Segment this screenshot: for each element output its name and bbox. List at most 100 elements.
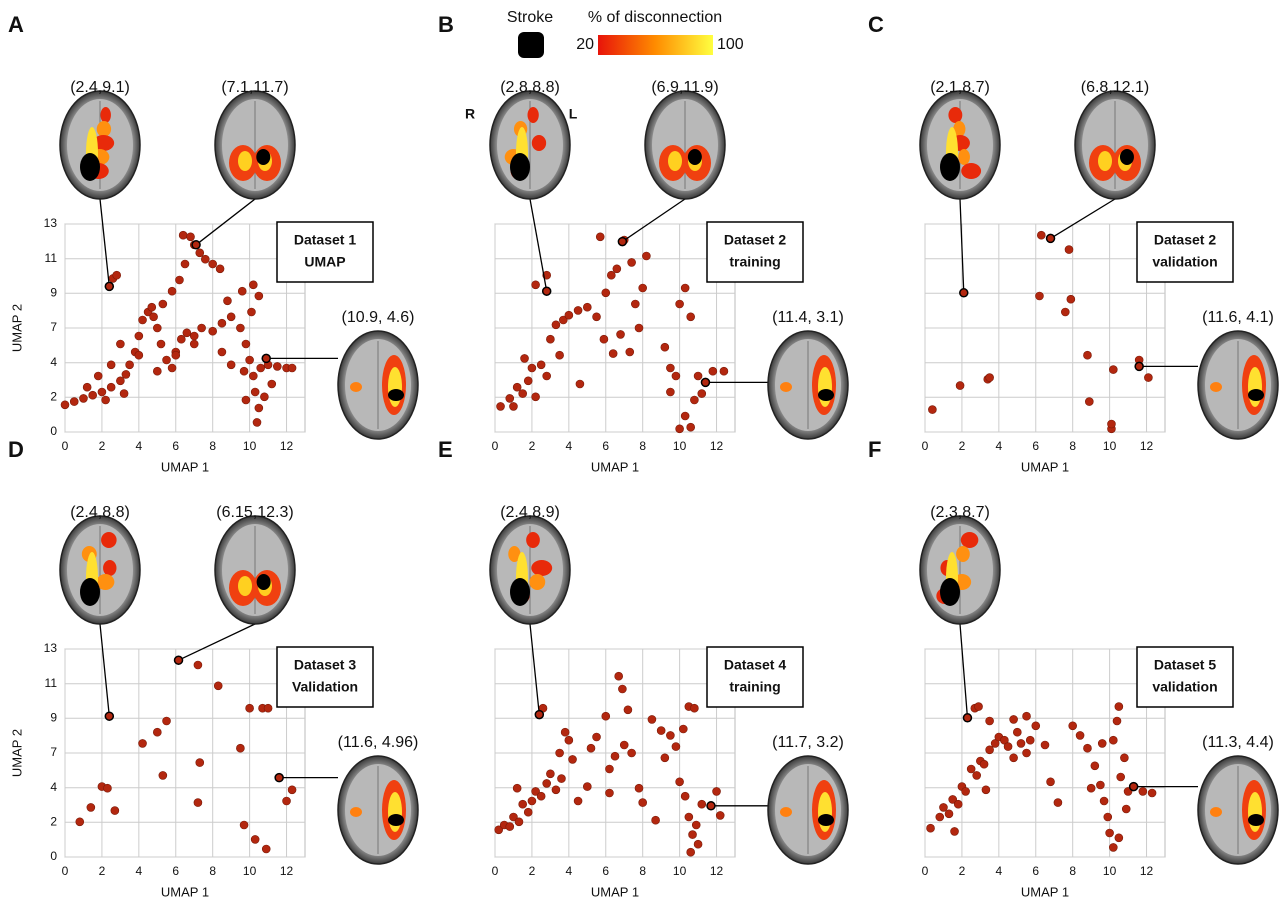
disconnection-map	[508, 546, 521, 562]
disconnection-map	[1248, 792, 1262, 832]
x-tick-label: 10	[1103, 439, 1117, 453]
point	[564, 735, 574, 745]
point	[568, 755, 577, 764]
brain-image	[767, 330, 849, 440]
point	[1138, 787, 1148, 796]
brain-image	[214, 515, 296, 625]
point	[252, 418, 262, 427]
disconnection-map	[531, 560, 553, 576]
disconnection-map	[103, 560, 117, 576]
point	[675, 299, 684, 309]
point	[287, 785, 297, 795]
x-axis-label: UMAP 1	[1021, 884, 1069, 899]
annotation-text: UMAP	[304, 254, 345, 270]
point	[555, 350, 564, 360]
point	[527, 363, 537, 373]
point	[226, 312, 236, 322]
brain-image	[767, 755, 849, 865]
disconnection-map	[956, 546, 970, 562]
stroke-label: Stroke	[507, 9, 553, 26]
point	[287, 363, 297, 373]
point	[254, 291, 264, 301]
point	[660, 342, 670, 352]
x-tick-label: 8	[209, 439, 216, 453]
point	[97, 387, 107, 397]
point	[226, 360, 236, 370]
point	[583, 302, 592, 312]
point	[518, 799, 527, 809]
x-tick-label: 8	[639, 864, 646, 878]
x-tick-label: 10	[243, 439, 257, 453]
callout-label: (11.4, 3.1)	[772, 309, 844, 326]
y-tick-label: 7	[50, 745, 57, 759]
point	[675, 424, 684, 434]
point	[1061, 307, 1070, 317]
annotation-text: Dataset 2	[724, 232, 786, 248]
point	[608, 349, 618, 358]
point	[171, 350, 181, 360]
point	[542, 779, 551, 788]
point	[1109, 365, 1118, 374]
point	[158, 771, 168, 780]
point	[697, 799, 707, 809]
point	[939, 803, 948, 812]
point	[239, 366, 249, 376]
point	[1109, 843, 1118, 852]
point	[153, 323, 162, 333]
x-tick-label: 12	[280, 439, 294, 453]
lesion	[256, 574, 271, 590]
y-tick-label: 2	[50, 814, 57, 828]
point	[631, 299, 640, 309]
callout-label: (2.8,8.8)	[500, 79, 560, 96]
point	[69, 397, 79, 406]
x-tick-label: 8	[209, 864, 216, 878]
point	[680, 283, 690, 293]
point	[520, 354, 529, 363]
point	[116, 339, 125, 349]
disconnection-map	[780, 807, 792, 817]
point	[260, 392, 269, 402]
point	[162, 355, 171, 365]
disconnection-map	[531, 135, 547, 151]
callout-point	[274, 772, 284, 783]
point	[213, 681, 223, 691]
callout-line	[1050, 198, 1116, 239]
point	[153, 727, 162, 737]
point	[195, 248, 205, 258]
point	[564, 310, 574, 320]
x-tick-label: 4	[136, 864, 143, 878]
annotation-text: Dataset 3	[294, 657, 356, 673]
point	[656, 726, 666, 735]
point	[1046, 777, 1055, 787]
disconnection-map	[238, 576, 252, 596]
colorbar	[598, 35, 713, 55]
callout-label: (6.15,12.3)	[216, 504, 293, 521]
disconnection-map	[1210, 807, 1222, 817]
callout-point	[617, 236, 628, 247]
brain-image	[337, 755, 419, 865]
disconnection-map	[92, 135, 115, 151]
point	[610, 751, 620, 761]
point	[1097, 739, 1107, 748]
panel-label: C	[868, 12, 884, 37]
point	[671, 742, 681, 751]
point	[149, 312, 158, 322]
x-tick-label: 12	[710, 864, 724, 878]
disconnection-map	[948, 107, 963, 123]
point	[647, 715, 657, 724]
point	[697, 389, 707, 398]
disconnection-map	[96, 121, 112, 137]
point	[1037, 230, 1046, 240]
x-tick-label: 6	[602, 439, 609, 453]
point	[512, 783, 522, 793]
point	[249, 280, 258, 290]
point	[514, 817, 524, 827]
callout-point	[706, 801, 716, 811]
lesion	[256, 149, 271, 165]
point	[158, 299, 168, 309]
point	[551, 320, 561, 330]
point	[193, 660, 203, 670]
point	[627, 258, 636, 267]
point	[542, 371, 551, 381]
point	[627, 748, 636, 758]
